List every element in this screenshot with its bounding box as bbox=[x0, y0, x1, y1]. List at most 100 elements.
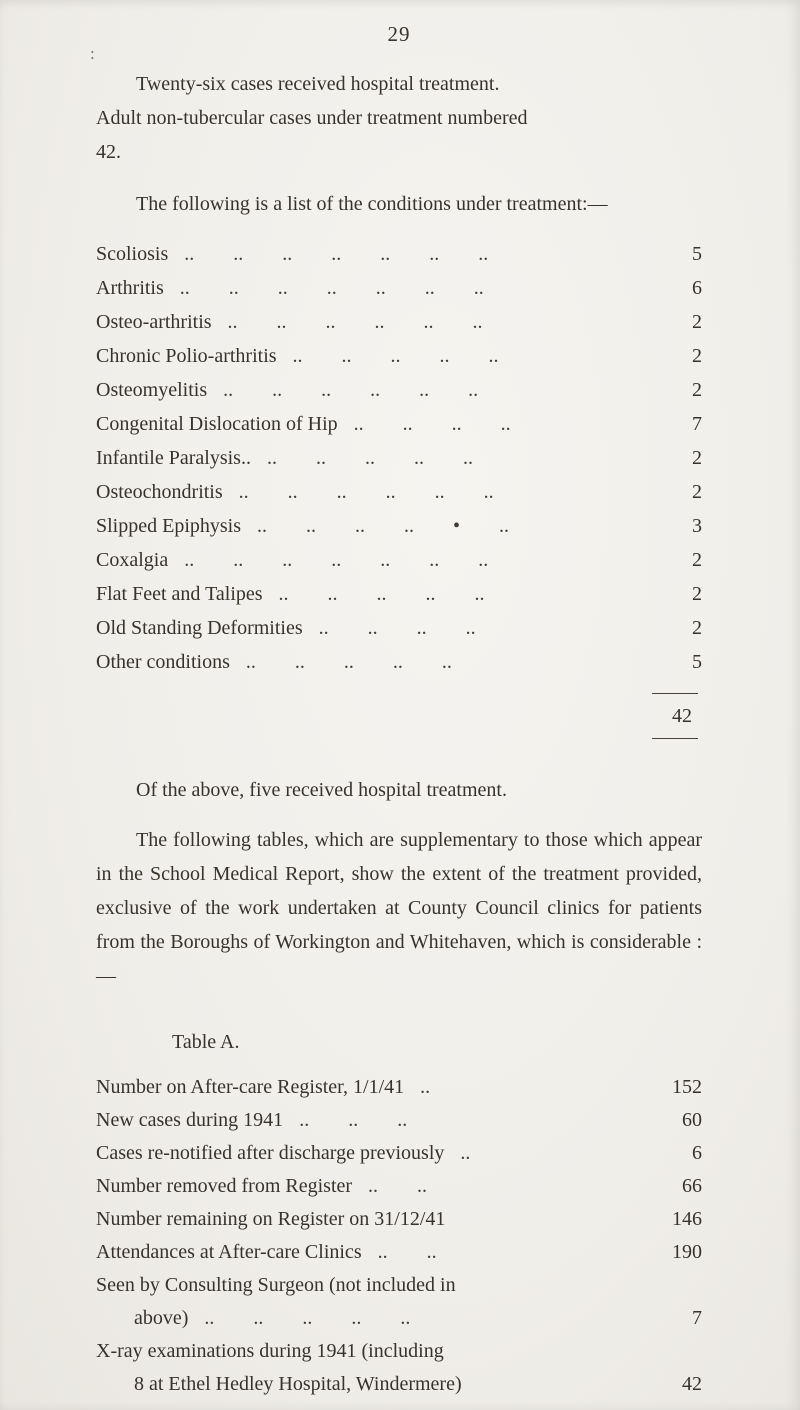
list-item: Number remaining on Register on 31/12/41… bbox=[96, 1203, 702, 1236]
paragraph-intro: Twenty-six cases received hospital treat… bbox=[96, 67, 702, 169]
text-line: 42. bbox=[96, 141, 121, 163]
item-label: Congenital Dislocation of Hip bbox=[96, 413, 338, 435]
text-line: Adult non-tubercular cases under treatme… bbox=[96, 107, 528, 129]
item-value: 6 bbox=[692, 1142, 702, 1164]
dot-leaders: .. .. .. .. bbox=[318, 617, 476, 639]
item-label: Scoliosis bbox=[96, 243, 169, 265]
dot-leaders: .. .. .. .. .. bbox=[292, 345, 499, 367]
item-label: Chronic Polio-arthritis bbox=[96, 345, 277, 367]
conditions-list: Scoliosis .. .. .. .. .. .. .. 5 Arthrit… bbox=[96, 237, 702, 679]
list-item: Congenital Dislocation of Hip .. .. .. .… bbox=[96, 407, 702, 441]
item-value: 2 bbox=[692, 379, 702, 401]
item-label: Attendances at After-care Clinics bbox=[96, 1241, 362, 1263]
item-value: 2 bbox=[692, 447, 702, 469]
item-label: Coxalgia bbox=[96, 549, 169, 571]
item-label: Arthritis bbox=[96, 277, 164, 299]
dot-leaders: .. .. .. .. .. .. .. bbox=[184, 243, 489, 265]
item-value: 2 bbox=[692, 311, 702, 333]
list-item: Slipped Epiphysis .. .. .. .. • .. 3 bbox=[96, 509, 702, 543]
item-label: Old Standing Deformities bbox=[96, 617, 303, 639]
paragraph-tables-intro: The following tables, which are suppleme… bbox=[96, 829, 702, 987]
list-item: Cases re-notified after discharge previo… bbox=[96, 1137, 702, 1170]
conditions-total: 42 bbox=[638, 693, 698, 739]
item-value: 2 bbox=[692, 481, 702, 503]
dot-leaders: .. .. bbox=[368, 1175, 428, 1197]
list-item: Osteo-arthritis .. .. .. .. .. .. 2 bbox=[96, 305, 702, 339]
list-item: Seen by Consulting Surgeon (not included… bbox=[96, 1269, 702, 1302]
list-item: Flat Feet and Talipes .. .. .. .. .. 2 bbox=[96, 577, 702, 611]
list-item: above) .. .. .. .. .. 7 bbox=[96, 1302, 702, 1335]
item-value: 7 bbox=[692, 1307, 702, 1329]
list-item: Arthritis .. .. .. .. .. .. .. 6 bbox=[96, 271, 702, 305]
item-value: 5 bbox=[692, 243, 702, 265]
item-label: Number remaining on Register on 31/12/41 bbox=[96, 1208, 446, 1230]
total-value: 42 bbox=[672, 705, 692, 727]
item-label: Seen by Consulting Surgeon (not included… bbox=[96, 1274, 456, 1296]
item-value: 146 bbox=[672, 1208, 702, 1230]
list-item: X-ray examinations during 1941 (includin… bbox=[96, 1335, 702, 1368]
table-a-title: Table A. bbox=[172, 1031, 240, 1053]
list-item: Infantile Paralysis.. .. .. .. .. .. 2 bbox=[96, 441, 702, 475]
list-item: Osteochondritis .. .. .. .. .. .. 2 bbox=[96, 475, 702, 509]
item-value: 66 bbox=[682, 1175, 702, 1197]
dot-leaders: .. .. .. .. .. bbox=[278, 583, 485, 605]
item-label: Other conditions bbox=[96, 651, 230, 673]
item-value: 3 bbox=[692, 515, 702, 537]
list-item: 8 at Ethel Hedley Hospital, Windermere) … bbox=[96, 1368, 702, 1401]
item-label: Flat Feet and Talipes bbox=[96, 583, 263, 605]
list-item: Number on After-care Register, 1/1/41 ..… bbox=[96, 1071, 702, 1104]
item-label: above) bbox=[134, 1307, 189, 1329]
item-label: New cases during 1941 bbox=[96, 1109, 284, 1131]
item-value: 2 bbox=[692, 549, 702, 571]
list-item: Old Standing Deformities .. .. .. .. 2 bbox=[96, 611, 702, 645]
page-number: 29 bbox=[387, 22, 411, 46]
list-item: Other conditions .. .. .. .. .. 5 bbox=[96, 645, 702, 679]
item-value: 7 bbox=[692, 413, 702, 435]
paragraph-hospital: Of the above, five received hospital tre… bbox=[136, 779, 507, 801]
item-label: Number removed from Register bbox=[96, 1175, 353, 1197]
item-value: 5 bbox=[692, 651, 702, 673]
dot-leaders: .. .. .. bbox=[299, 1109, 408, 1131]
item-value: 6 bbox=[692, 277, 702, 299]
table-a: Number on After-care Register, 1/1/41 ..… bbox=[96, 1071, 702, 1401]
list-item: New cases during 1941 .. .. .. 60 bbox=[96, 1104, 702, 1137]
item-value: 42 bbox=[682, 1373, 702, 1395]
list-item: Scoliosis .. .. .. .. .. .. .. 5 bbox=[96, 237, 702, 271]
dot-leaders: .. .. .. .. .. .. .. bbox=[184, 549, 489, 571]
item-value: 2 bbox=[692, 617, 702, 639]
total-rule-top bbox=[652, 693, 698, 694]
item-value: 2 bbox=[692, 345, 702, 367]
item-label: Osteo-arthritis bbox=[96, 311, 212, 333]
text-line: Twenty-six cases received hospital treat… bbox=[136, 73, 500, 95]
list-item: Attendances at After-care Clinics .. .. … bbox=[96, 1236, 702, 1269]
item-value: 190 bbox=[672, 1241, 702, 1263]
dot-leaders: .. .. bbox=[377, 1241, 437, 1263]
item-label: Slipped Epiphysis bbox=[96, 515, 242, 537]
dot-leaders: .. .. .. .. .. .. bbox=[238, 481, 494, 503]
list-item: Chronic Polio-arthritis .. .. .. .. .. 2 bbox=[96, 339, 702, 373]
item-label: Cases re-notified after discharge previo… bbox=[96, 1142, 445, 1164]
item-label: Osteochondritis bbox=[96, 481, 223, 503]
dot-leaders: .. bbox=[420, 1076, 431, 1098]
item-value: 2 bbox=[692, 583, 702, 605]
list-item: Coxalgia .. .. .. .. .. .. .. 2 bbox=[96, 543, 702, 577]
item-label: X-ray examinations during 1941 (includin… bbox=[96, 1340, 444, 1362]
item-label: Infantile Paralysis.. bbox=[96, 447, 251, 469]
paragraph-list-intro: The following is a list of the condition… bbox=[136, 193, 608, 215]
item-label: Number on After-care Register, 1/1/41 bbox=[96, 1076, 405, 1098]
item-value: 152 bbox=[672, 1076, 702, 1098]
dot-leaders: .. .. .. .. .. .. bbox=[223, 379, 479, 401]
list-item: Osteomyelitis .. .. .. .. .. .. 2 bbox=[96, 373, 702, 407]
dot-leaders: .. .. .. .. .. .. bbox=[227, 311, 483, 333]
list-item: Number removed from Register .. .. 66 bbox=[96, 1170, 702, 1203]
item-value: 60 bbox=[682, 1109, 702, 1131]
dot-leaders: .. .. .. .. .. bbox=[266, 447, 473, 469]
dot-leaders: .. .. .. .. .. bbox=[204, 1307, 411, 1329]
dot-leaders: .. .. .. .. .. bbox=[245, 651, 452, 673]
item-label: 8 at Ethel Hedley Hospital, Windermere) bbox=[134, 1373, 462, 1395]
ink-artifact: : bbox=[90, 44, 95, 63]
dot-leaders: .. .. .. .. .. .. .. bbox=[179, 277, 484, 299]
item-label: Osteomyelitis bbox=[96, 379, 208, 401]
dot-leaders: .. bbox=[460, 1142, 471, 1164]
